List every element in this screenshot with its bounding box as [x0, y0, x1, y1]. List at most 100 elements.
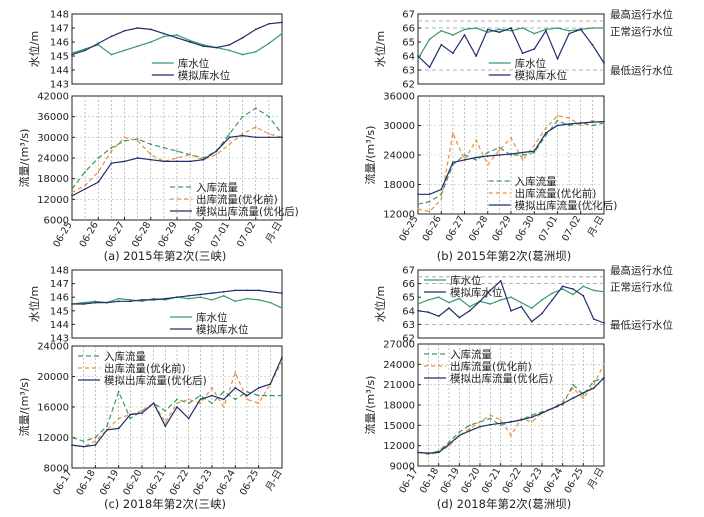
- data-point: [428, 66, 431, 69]
- data-point: [572, 293, 574, 296]
- data-point: [141, 412, 143, 414]
- data-point: [222, 294, 225, 297]
- x-tick-label: 06-29: [156, 220, 179, 249]
- data-point: [281, 136, 283, 139]
- data-point: [241, 53, 244, 56]
- data-point: [269, 394, 272, 397]
- data-point: [520, 417, 523, 420]
- data-point: [448, 307, 450, 309]
- data-point: [551, 299, 554, 301]
- data-point: [448, 441, 450, 444]
- y-tick-label: 30000: [383, 121, 415, 132]
- y-tick-label: 24000: [383, 360, 415, 371]
- data-point: [592, 318, 595, 320]
- data-point: [281, 32, 283, 35]
- data-point: [479, 300, 481, 303]
- data-point: [463, 154, 466, 156]
- data-point: [71, 195, 73, 197]
- data-point: [572, 387, 574, 389]
- x-tick-label: 06-20: [121, 468, 144, 497]
- legend-label: 入库流量: [104, 350, 146, 363]
- data-point: [591, 121, 594, 123]
- x-tick-label: 06-20: [459, 466, 482, 495]
- x-tick-label: 06-23: [191, 468, 214, 497]
- data-point: [499, 424, 502, 427]
- x-tick-label: 06-28: [130, 220, 153, 249]
- data-point: [479, 421, 481, 423]
- data-point: [458, 316, 461, 319]
- data-point: [510, 136, 512, 139]
- data-point: [149, 143, 152, 146]
- data-point: [164, 299, 167, 301]
- data-point: [164, 297, 167, 300]
- data-point: [498, 31, 501, 34]
- x-tick-label: 06-18: [75, 468, 98, 497]
- y-axis-label: 流量/(m³/s): [17, 378, 31, 437]
- data-point: [268, 42, 270, 45]
- data-point: [530, 421, 533, 423]
- data-point: [530, 414, 533, 417]
- data-point: [452, 161, 454, 164]
- x-tick-label: 06-30: [183, 220, 206, 249]
- data-point: [123, 136, 126, 139]
- data-point: [228, 136, 231, 139]
- legend-label: 入库流量: [515, 175, 557, 188]
- data-point: [561, 402, 564, 405]
- series-line: [417, 279, 605, 324]
- x-tick-label: 06-23: [521, 466, 544, 495]
- y-axis-label: 水位/m: [373, 31, 387, 67]
- data-point: [106, 429, 108, 431]
- series-line: [71, 126, 283, 193]
- x-tick-label: 06-24: [542, 466, 565, 495]
- data-point: [110, 162, 113, 165]
- data-point: [234, 387, 237, 389]
- data-point: [189, 153, 192, 156]
- data-point: [452, 34, 454, 36]
- data-point: [110, 35, 113, 38]
- data-point: [551, 292, 554, 294]
- data-point: [123, 49, 126, 52]
- data-point: [561, 288, 564, 290]
- y-tick-label: 18000: [383, 401, 415, 412]
- data-point: [84, 48, 86, 50]
- data-point: [498, 149, 501, 152]
- data-point: [592, 380, 595, 383]
- y-tick-label: 144: [50, 66, 69, 77]
- data-point: [572, 383, 574, 386]
- legend-label: 模拟库水位: [196, 323, 249, 336]
- data-point: [123, 29, 126, 32]
- data-point: [71, 52, 73, 55]
- legend-label: 库水位: [178, 57, 210, 70]
- y-tick-label: 143: [50, 334, 69, 345]
- data-point: [269, 290, 272, 293]
- data-point: [479, 425, 481, 428]
- data-point: [541, 312, 543, 315]
- data-point: [136, 45, 139, 48]
- data-point: [97, 43, 100, 46]
- data-point: [437, 315, 440, 318]
- y-tick-label: 143: [50, 80, 69, 91]
- data-point: [136, 157, 139, 159]
- data-point: [123, 139, 126, 142]
- data-point: [440, 29, 443, 32]
- panel-c: (c) 2018年第2次(三峡): [104, 497, 226, 511]
- x-tick-label: 06-18: [418, 466, 441, 495]
- panel-caption: (d) 2018年第2次(葛洲坝): [437, 497, 571, 511]
- data-point: [533, 151, 536, 154]
- x-tick-label: 07-01: [537, 214, 560, 243]
- data-point: [533, 150, 536, 153]
- legend-label: 入库流量: [196, 181, 238, 194]
- legend-label: 模拟出库流量(优化后): [196, 205, 299, 218]
- legend-label: 模拟出库流量(优化后): [104, 374, 207, 387]
- data-point: [486, 151, 489, 154]
- data-point: [440, 193, 443, 196]
- data-point: [521, 154, 524, 156]
- data-point: [141, 409, 143, 412]
- data-point: [561, 400, 564, 403]
- data-point: [123, 160, 126, 163]
- data-point: [463, 34, 466, 36]
- y-tick-label: 20000: [37, 372, 69, 383]
- series-line: [417, 27, 604, 60]
- data-point: [257, 299, 260, 301]
